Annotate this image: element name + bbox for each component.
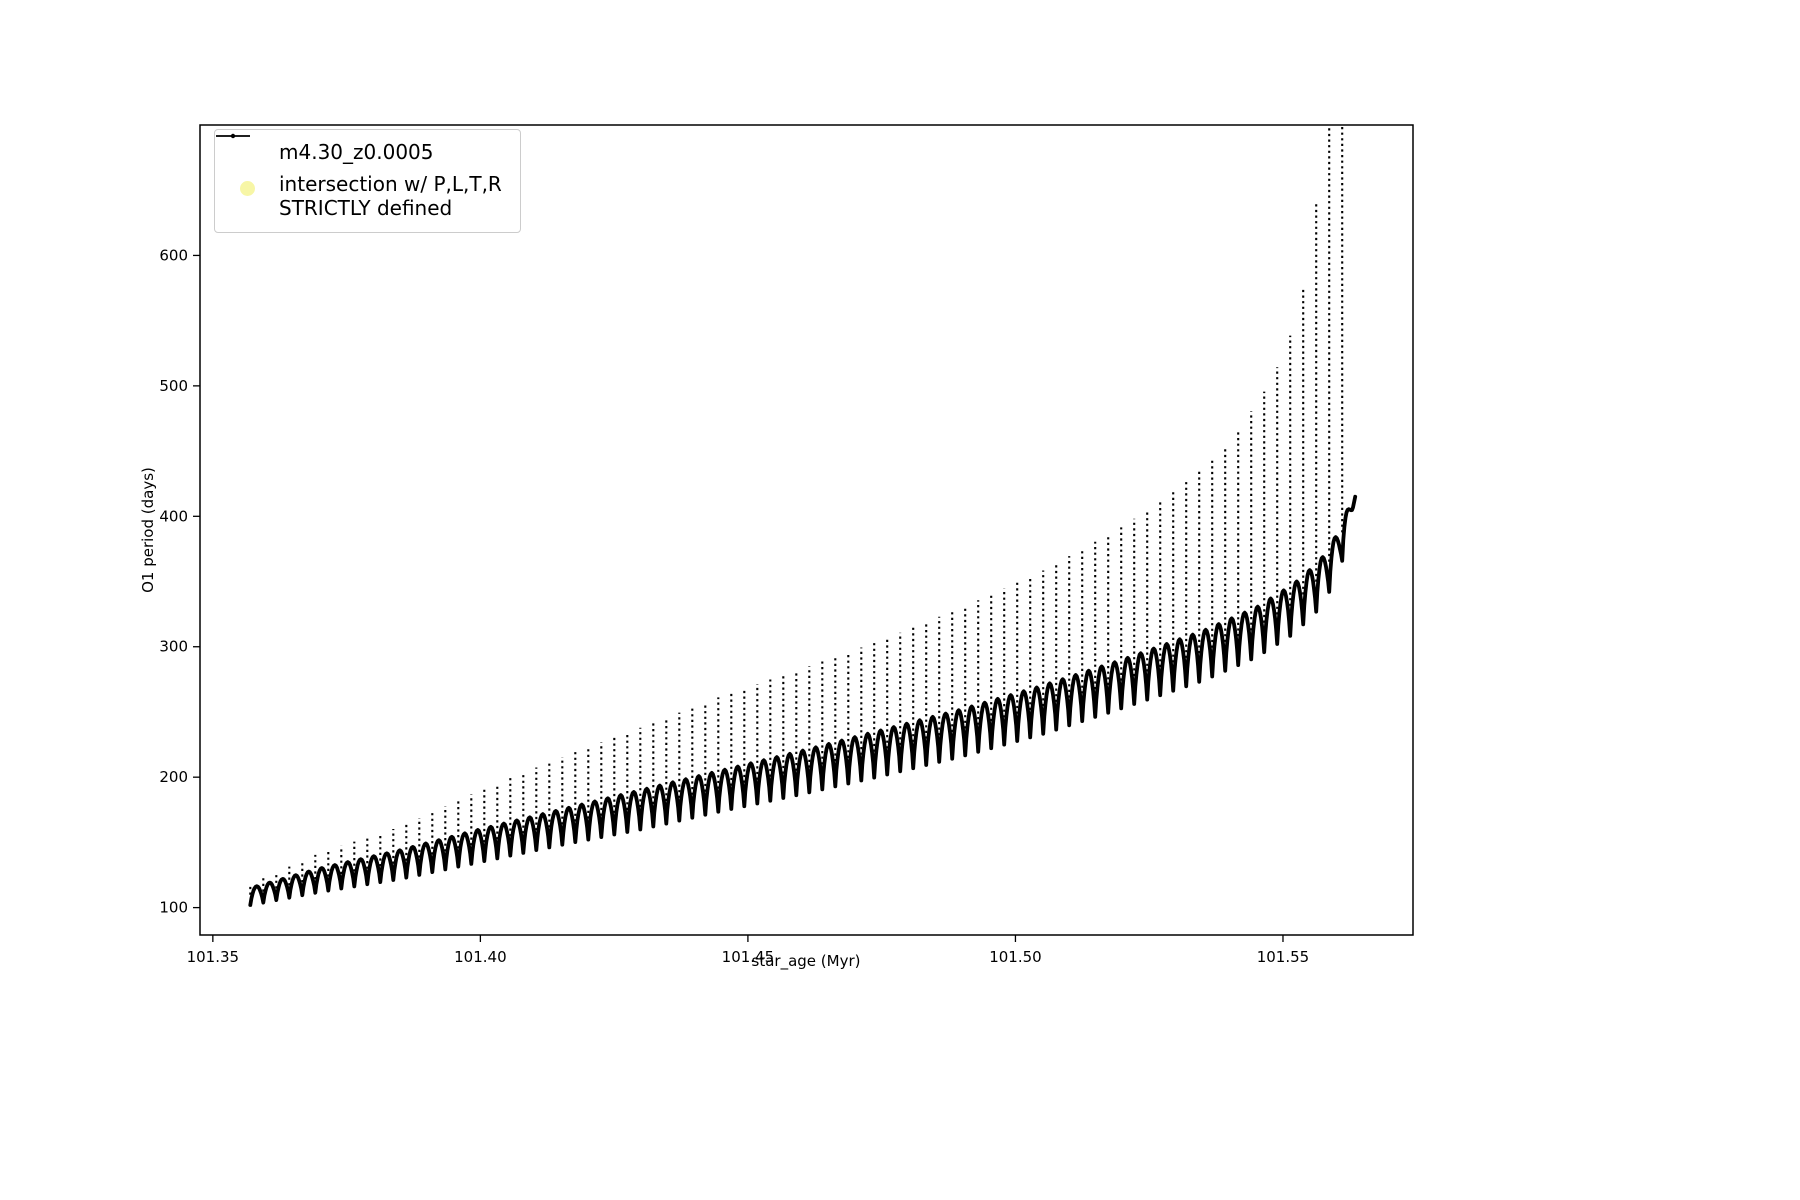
x-tick-label: 101.50 — [989, 948, 1042, 966]
y-tick-label: 200 — [159, 768, 188, 786]
intersection-marker-icon — [239, 181, 255, 196]
y-tick-label: 400 — [159, 507, 188, 525]
legend: m4.30_z0.0005 intersection w/ P,L,T,R ST… — [214, 129, 521, 233]
legend-label-intersection-line2: STRICTLY defined — [279, 196, 453, 220]
y-axis-label: O1 period (days) — [139, 467, 157, 593]
y-tick-label: 100 — [159, 899, 188, 917]
x-tick-label: 101.45 — [722, 948, 775, 966]
legend-entry-series: m4.30_z0.0005 — [216, 133, 502, 164]
x-axis-label: star_age (Myr) — [751, 952, 861, 970]
x-tick-label: 101.35 — [187, 948, 240, 966]
legend-label-intersection-line1: intersection w/ P,L,T,R — [279, 172, 502, 196]
y-tick-label: 600 — [159, 246, 188, 264]
x-tick-label: 101.55 — [1257, 948, 1310, 966]
legend-entry-intersection: intersection w/ P,L,T,R STRICTLY defined — [229, 172, 502, 220]
axes-border — [199, 124, 1414, 936]
y-tick-label: 500 — [159, 377, 188, 395]
legend-label-series: m4.30_z0.0005 — [279, 140, 434, 164]
oscillation-band — [248, 494, 1358, 907]
line-marker-icon — [216, 133, 265, 145]
series-track — [248, 125, 1358, 907]
y-tick-label: 300 — [159, 638, 188, 656]
x-tick-label: 101.40 — [454, 948, 507, 966]
